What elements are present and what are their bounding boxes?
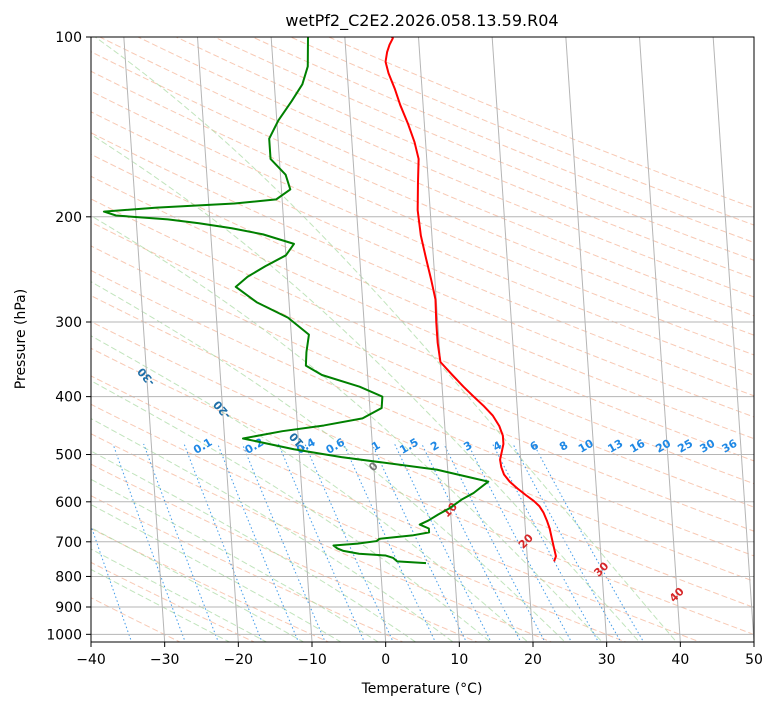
dry-adiabat xyxy=(289,37,754,226)
temperature-profile-line xyxy=(384,37,557,562)
dewpoint-profile-line xyxy=(102,37,490,565)
x-tick-label: −20 xyxy=(224,652,254,668)
mixing-ratio-labels: 0.1 0.2 0.4 0.6 1 1.5 2 3 4 6 8 10 13 16 20 25 30 36 xyxy=(191,436,740,457)
x-tick-label: 50 xyxy=(745,652,763,668)
dry-adiabat xyxy=(91,51,754,336)
mixing-ratio-line xyxy=(277,443,365,642)
plot-frame xyxy=(90,36,755,643)
x-axis-ticks: −40 −30 −20 −10 0 10 20 30 40 50 xyxy=(76,642,763,668)
dry-adiabat xyxy=(98,37,754,317)
isotherm-line xyxy=(344,37,387,642)
dry-adiabat xyxy=(91,70,754,356)
y-axis-label: Pressure (hPa) xyxy=(13,289,29,389)
y-tick-label: 500 xyxy=(55,448,82,464)
x-tick-label: 10 xyxy=(450,652,468,668)
moist-adiabat xyxy=(91,568,231,642)
y-tick-label: 400 xyxy=(55,390,82,406)
isotherm-line xyxy=(712,37,754,642)
moist-adiabat xyxy=(94,37,678,642)
mixing-ratio-line xyxy=(183,443,263,642)
isotherms xyxy=(91,37,754,642)
moist-adiabat xyxy=(91,418,454,642)
moist-adiabat xyxy=(91,133,641,642)
y-tick-label: 900 xyxy=(55,600,82,616)
dry-adiabat xyxy=(91,295,754,582)
mixing-ratio-line xyxy=(371,443,467,642)
moist-adiabat xyxy=(91,504,342,642)
isotherm-line xyxy=(639,37,681,642)
y-tick-label: 1000 xyxy=(46,627,82,643)
mixing-ratio-lines xyxy=(91,443,645,642)
mixing-ratio-line xyxy=(533,443,645,642)
plot-area: -100-90-80-70-60-50-40-30-20-10010203040… xyxy=(91,37,754,642)
mixing-ratio-line xyxy=(343,443,436,642)
y-axis-ticks: 100 200 300 400 500 600 700 800 900 1000 xyxy=(46,30,91,643)
dry-adiabat xyxy=(91,111,754,397)
moist-adiabat xyxy=(91,450,417,642)
isotherm-line xyxy=(565,37,608,642)
isotherm-line xyxy=(491,37,534,642)
dry-adiabat xyxy=(91,433,553,642)
dry-adiabat xyxy=(91,463,479,642)
mixing-ratio-line xyxy=(492,443,599,642)
y-tick-label: 800 xyxy=(55,569,82,585)
x-axis-label: Temperature (°C) xyxy=(361,681,483,697)
x-tick-label: −10 xyxy=(297,652,327,668)
y-tick-label: 700 xyxy=(55,535,82,551)
x-tick-label: 0 xyxy=(381,652,390,668)
dry-adiabat xyxy=(91,403,628,642)
dry-adiabat xyxy=(91,245,754,532)
moist-adiabat xyxy=(91,215,603,642)
moist-adiabat xyxy=(91,335,529,642)
isotherm-line xyxy=(123,37,166,642)
mixing-ratio-line xyxy=(394,443,492,642)
dry-adiabat xyxy=(213,37,754,261)
x-tick-label: −30 xyxy=(150,652,180,668)
isotherm-line xyxy=(197,37,239,642)
y-tick-label: 200 xyxy=(55,210,82,226)
isotherm-line xyxy=(418,37,460,642)
x-tick-label: 30 xyxy=(598,652,616,668)
dry-adiabat xyxy=(91,221,754,508)
x-tick-label: 40 xyxy=(671,652,689,668)
y-tick-label: 100 xyxy=(55,30,82,46)
mixing-ratio-line xyxy=(304,443,394,642)
x-tick-label: −40 xyxy=(76,652,106,668)
mixing-ratio-line xyxy=(112,443,186,642)
mixing-ratio-line xyxy=(512,443,622,642)
dry-adiabat xyxy=(91,90,754,376)
dry-adiabat xyxy=(136,37,754,298)
mixing-ratio-line xyxy=(421,443,522,642)
isobars xyxy=(91,37,754,635)
dry-adiabat xyxy=(91,153,754,440)
dry-adiabat xyxy=(91,269,754,557)
x-tick-label: 20 xyxy=(524,652,542,668)
y-tick-label: 300 xyxy=(55,315,82,331)
mixing-ratio-line xyxy=(217,443,300,642)
moist-adiabat xyxy=(91,478,380,642)
chart-title: wetPf2_C2E2.2026.058.13.59.R04 xyxy=(285,11,558,31)
isotherm-line xyxy=(270,37,313,642)
y-tick-label: 600 xyxy=(55,495,82,511)
mixing-ratio-line xyxy=(241,443,326,642)
mixing-ratio-line xyxy=(143,443,219,642)
profile-series xyxy=(102,37,557,565)
